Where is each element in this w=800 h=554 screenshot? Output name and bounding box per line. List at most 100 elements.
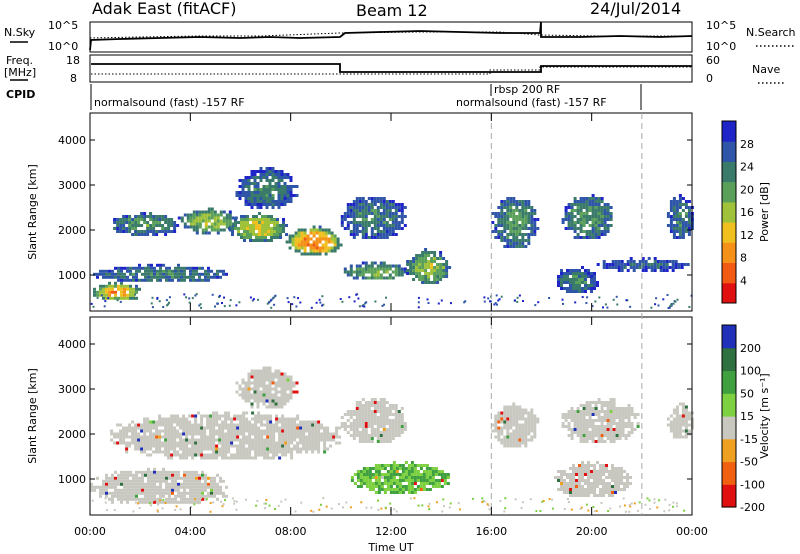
echo-cell — [203, 429, 207, 433]
speckle — [126, 497, 129, 499]
echo-cell — [135, 491, 138, 495]
echo-cell — [123, 278, 126, 282]
echo-cell — [317, 429, 321, 433]
echo-cell — [675, 432, 679, 436]
echo-cell — [117, 287, 120, 291]
echo-cell — [195, 228, 199, 232]
echo-cell — [398, 491, 402, 494]
echo-cell — [170, 432, 174, 436]
echo-cell — [195, 476, 198, 480]
echo-cell — [270, 239, 273, 242]
echo-cell — [209, 429, 213, 433]
echo-cell — [171, 488, 174, 492]
echo-cell — [126, 470, 129, 474]
echo-cell — [174, 488, 177, 492]
colorbar-segment — [722, 438, 736, 463]
echo-cell — [569, 281, 572, 284]
echo-cell — [224, 444, 228, 448]
echo-cell — [159, 494, 162, 498]
echo-cell — [268, 369, 272, 373]
echo-cell — [278, 444, 282, 448]
echo-cell — [585, 440, 589, 443]
echo-cell — [143, 420, 147, 424]
echo-cell — [254, 414, 258, 418]
echo-cell — [597, 425, 601, 428]
echo-cell — [219, 491, 222, 495]
echo-cell — [361, 218, 365, 221]
echo-cell — [283, 372, 287, 376]
echo-cell — [421, 281, 425, 284]
echo-cell — [672, 233, 676, 236]
echo-cell — [108, 269, 111, 273]
echo-cell — [395, 479, 399, 482]
echo-cell — [626, 263, 630, 266]
echo-cell — [191, 438, 195, 442]
echo-cell — [262, 375, 266, 379]
echo-cell — [382, 200, 386, 203]
echo-cell — [590, 287, 593, 290]
echo-cell — [340, 218, 344, 221]
echo-cell — [152, 441, 156, 445]
echo-cell — [376, 233, 380, 236]
echo-cell — [653, 260, 657, 263]
echo-cell — [503, 441, 507, 445]
echo-cell — [388, 264, 392, 268]
echo-cell — [253, 203, 257, 206]
echo-cell — [262, 176, 266, 179]
echo-cell — [119, 435, 123, 439]
echo-cell — [346, 413, 350, 416]
echo-cell — [358, 264, 362, 268]
speckle — [256, 500, 259, 502]
speckle — [666, 294, 669, 296]
echo-cell — [188, 423, 192, 427]
echo-cell — [296, 441, 300, 445]
echo-cell — [259, 372, 263, 376]
echo-cell — [255, 221, 258, 224]
speckle — [244, 498, 247, 501]
echo-cell — [318, 240, 322, 244]
echo-cell — [594, 425, 598, 428]
echo-cell — [158, 230, 162, 233]
echo-cell — [216, 222, 220, 226]
echo-cell — [572, 476, 575, 479]
echo-cell — [626, 476, 629, 479]
echo-cell — [134, 426, 138, 430]
speckle — [194, 294, 197, 297]
echo-cell — [271, 188, 275, 191]
echo-cell — [188, 450, 192, 454]
echo-cell — [355, 407, 359, 410]
echo-cell — [524, 209, 528, 212]
echo-cell — [294, 240, 298, 244]
echo-cell — [662, 269, 666, 272]
echo-cell — [391, 428, 395, 431]
echo-cell — [594, 440, 598, 443]
echo-region — [561, 194, 613, 239]
y-tick-label: 2000 — [58, 224, 86, 237]
echo-cell — [392, 470, 396, 473]
echo-cell — [176, 420, 180, 424]
echo-cell — [434, 485, 438, 488]
echo-cell — [609, 437, 613, 440]
echo-cell — [355, 270, 359, 274]
echo-cell — [282, 224, 285, 227]
echo-cell — [183, 272, 186, 276]
echo-cell — [149, 441, 153, 445]
echo-cell — [530, 420, 534, 424]
echo-cell — [149, 432, 153, 436]
echo-cell — [297, 231, 301, 235]
echo-cell — [570, 209, 574, 212]
echo-cell — [146, 423, 150, 427]
echo-cell — [296, 423, 300, 427]
echo-cell — [627, 422, 631, 425]
colorbar-segment — [722, 262, 736, 284]
echo-cell — [219, 228, 223, 232]
echo-cell — [672, 212, 676, 215]
echo-cell — [147, 269, 150, 273]
echo-cell — [207, 272, 210, 276]
echo-cell — [579, 230, 583, 233]
echo-cell — [114, 485, 117, 489]
speckle — [421, 504, 424, 507]
echo-cell — [560, 284, 563, 287]
echo-cell — [146, 441, 150, 445]
echo-cell — [132, 473, 135, 477]
